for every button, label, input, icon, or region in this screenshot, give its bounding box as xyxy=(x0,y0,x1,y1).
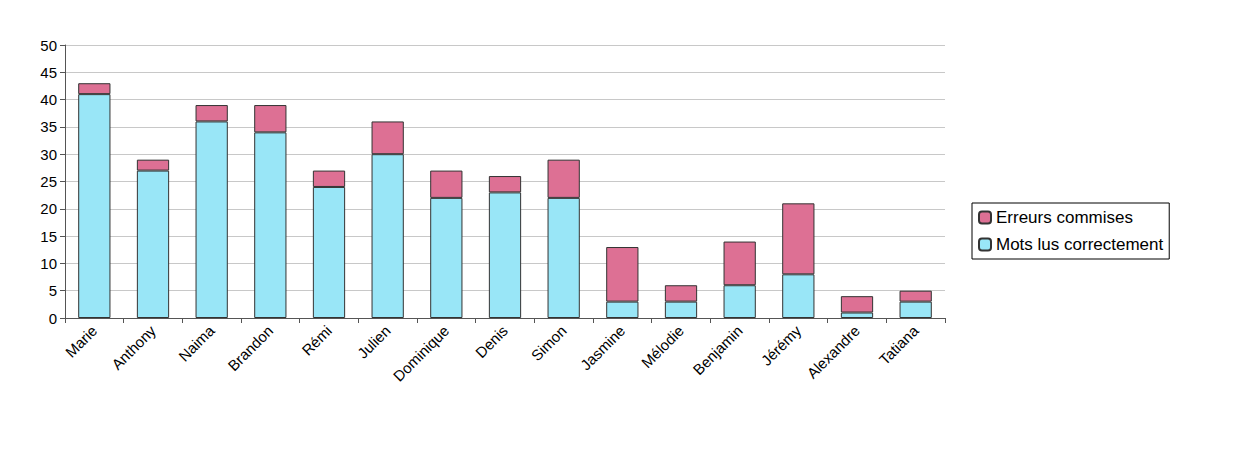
svg-text:Tatiana: Tatiana xyxy=(875,322,922,369)
svg-text:Brandon: Brandon xyxy=(224,322,276,374)
svg-text:Alexandre: Alexandre xyxy=(803,322,863,382)
svg-text:0: 0 xyxy=(49,310,57,327)
svg-text:40: 40 xyxy=(40,91,57,108)
svg-text:20: 20 xyxy=(40,200,57,217)
svg-text:30: 30 xyxy=(40,146,57,163)
svg-text:Naima: Naima xyxy=(175,322,218,365)
svg-text:Benjamin: Benjamin xyxy=(689,322,745,378)
svg-text:Dominique: Dominique xyxy=(390,322,453,385)
svg-text:Jasmine: Jasmine xyxy=(577,322,628,373)
svg-text:5: 5 xyxy=(49,282,57,299)
svg-text:25: 25 xyxy=(40,173,57,190)
svg-text:Anthony: Anthony xyxy=(108,322,159,373)
svg-text:Mots lus correctement: Mots lus correctement xyxy=(996,235,1163,254)
svg-text:15: 15 xyxy=(40,228,57,245)
svg-text:10: 10 xyxy=(40,255,57,272)
svg-text:Mélodie: Mélodie xyxy=(638,322,687,371)
svg-text:Julien: Julien xyxy=(354,322,394,362)
svg-text:35: 35 xyxy=(40,118,57,135)
svg-text:50: 50 xyxy=(40,37,57,54)
svg-text:45: 45 xyxy=(40,64,57,81)
svg-text:Jérémy: Jérémy xyxy=(758,322,805,369)
svg-text:Rémi: Rémi xyxy=(298,322,335,359)
svg-text:Denis: Denis xyxy=(472,322,511,361)
svg-text:Simon: Simon xyxy=(528,322,570,364)
svg-text:Marie: Marie xyxy=(62,322,101,361)
svg-text:Erreurs commises: Erreurs commises xyxy=(996,208,1133,227)
